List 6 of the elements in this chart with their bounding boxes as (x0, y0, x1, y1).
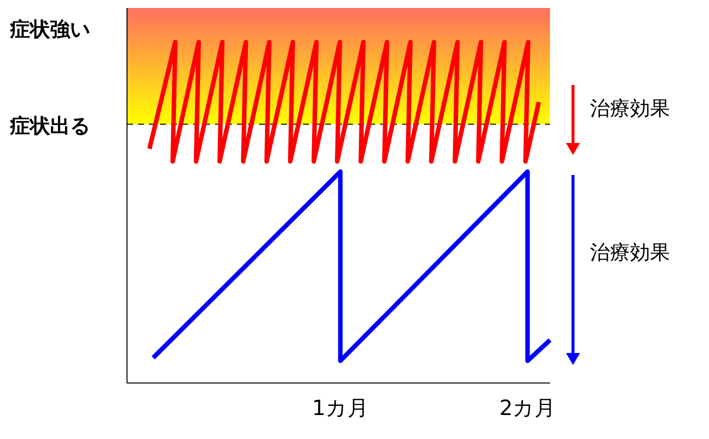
text: 治療効果 (590, 96, 670, 120)
text: 治療効果 (590, 240, 670, 264)
ref-line-label: 症状出る (9, 113, 90, 138)
x-tick-label: 1カ月 (312, 396, 369, 420)
x-tick-label: 2カ月 (499, 396, 556, 420)
band-label: 症状強い (9, 17, 90, 41)
